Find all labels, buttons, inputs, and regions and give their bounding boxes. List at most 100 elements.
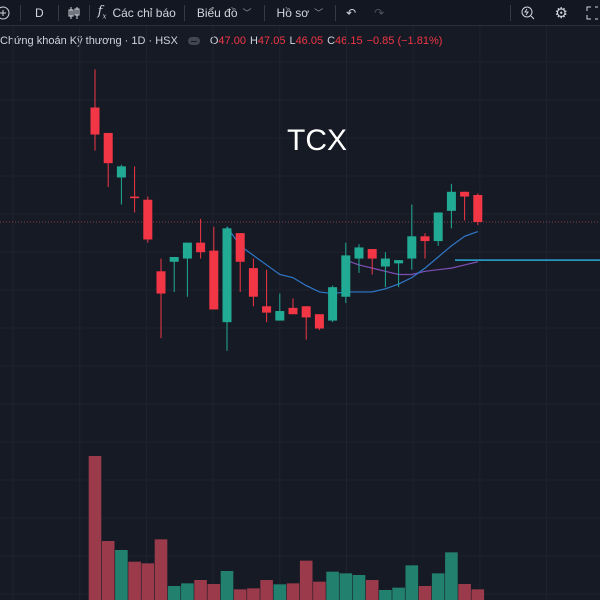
settings-button[interactable]: ⚙ [545, 0, 578, 25]
moving-average-slow [345, 259, 478, 276]
chevron-down-icon: ﹀ [242, 8, 252, 18]
chart-type-dropdown[interactable]: Biểu đồ ﹀ [185, 0, 264, 25]
open-label: O [209, 35, 219, 47]
volume-bar [181, 583, 194, 600]
candle-body [90, 107, 100, 135]
candle-body [169, 256, 179, 262]
fullscreen-icon [586, 6, 598, 19]
redo-button[interactable]: ↷ [366, 0, 392, 25]
divider [20, 4, 21, 21]
candle-body [156, 271, 166, 294]
volume-bar [260, 580, 273, 600]
candle-body [182, 242, 192, 259]
interval-label: D [35, 5, 44, 20]
change-value: −0.85 (−1.81%) [366, 35, 443, 47]
indicators-label: Các chỉ báo [112, 5, 176, 20]
chevron-down-icon: ﹀ [314, 8, 324, 18]
candle-body [235, 233, 245, 262]
volume-bar [431, 573, 445, 600]
divider [88, 4, 90, 21]
volume-bar [392, 587, 405, 600]
profile-dropdown[interactable]: Hồ sơ ﹀ [265, 0, 336, 25]
candle-body [473, 194, 483, 222]
volume-bar [471, 589, 485, 600]
candle-body [222, 228, 232, 323]
low-label: L [289, 35, 296, 47]
volume-bar [273, 584, 287, 600]
undo-button[interactable]: ↶ [336, 0, 366, 25]
volume-bar [418, 586, 432, 600]
divider [263, 4, 265, 21]
candle-body [328, 287, 338, 321]
profile-label: Hồ sơ [276, 5, 310, 20]
volume-bar [115, 550, 128, 600]
candle-body [380, 258, 390, 267]
symbol-legend: Chứng khoán Kỹ thương · 1D · HSX O 47.00 … [0, 35, 446, 47]
volume-bar [101, 541, 115, 600]
candle-body [446, 191, 456, 211]
volume-bar [128, 561, 141, 600]
candle-body [420, 236, 430, 242]
high-label: H [249, 35, 258, 47]
candle-body [394, 260, 404, 264]
volume-bar [141, 563, 155, 600]
candles-icon [68, 6, 80, 19]
candle-body [314, 314, 324, 329]
volume-bar [339, 573, 353, 600]
symbol-watermark: TCX [287, 124, 347, 157]
volume-bar [299, 560, 313, 600]
add-symbol-button[interactable] [0, 0, 20, 25]
candle-style-button[interactable] [59, 0, 89, 25]
divider [509, 4, 511, 21]
volume-bar [220, 571, 234, 600]
collapse-legend-button[interactable] [187, 37, 200, 45]
volume-bar [445, 552, 458, 600]
volume-bar [194, 580, 207, 600]
candle-body [460, 191, 470, 197]
volume-bar [154, 539, 168, 600]
candle-body [103, 132, 113, 164]
undo-icon: ↶ [346, 5, 357, 20]
candle-body [367, 249, 377, 259]
volume-bar [207, 584, 221, 600]
candle-body [288, 307, 298, 315]
open-value: 47.00 [218, 35, 246, 47]
divider [335, 4, 337, 21]
divider [183, 4, 185, 21]
interval-button[interactable]: D [21, 0, 58, 25]
candle-body [116, 166, 126, 178]
volume-bar [313, 581, 326, 600]
volume-bar [286, 583, 300, 600]
candle-body [209, 250, 219, 310]
gear-icon: ⚙ [554, 4, 568, 22]
volume-bar [326, 571, 339, 600]
candle-body [275, 311, 285, 321]
close-value: 46.15 [335, 35, 363, 47]
volume-bar [352, 575, 366, 600]
volume-bar [365, 580, 379, 600]
top-toolbar: D fx Các chỉ báo Biểu đồ ﹀ Hồ sơ ﹀ ↶ ↷ ⚙ [0, 0, 600, 26]
candle-body [130, 196, 140, 199]
candle-body [301, 306, 311, 318]
volume-bar [379, 590, 392, 600]
volume-bar [405, 565, 419, 600]
high-value: 47.05 [257, 35, 286, 47]
candle-body [143, 199, 153, 240]
indicators-button[interactable]: fx Các chỉ báo [90, 0, 184, 25]
divider [57, 4, 59, 21]
volume-bar [233, 589, 247, 600]
quick-search-button[interactable] [511, 0, 545, 25]
candle-body [407, 236, 417, 259]
candle-body [196, 242, 206, 253]
fullscreen-button[interactable] [578, 0, 600, 25]
candle-body [248, 268, 258, 297]
plus-circle-icon [0, 6, 10, 19]
candle-body [433, 212, 443, 242]
volume-bar [167, 586, 181, 600]
candle-body [354, 247, 364, 259]
chart-type-label: Biểu đồ [196, 5, 238, 20]
search-flash-icon [521, 6, 534, 19]
volume-bar [88, 456, 102, 600]
volume-bar [458, 584, 471, 600]
